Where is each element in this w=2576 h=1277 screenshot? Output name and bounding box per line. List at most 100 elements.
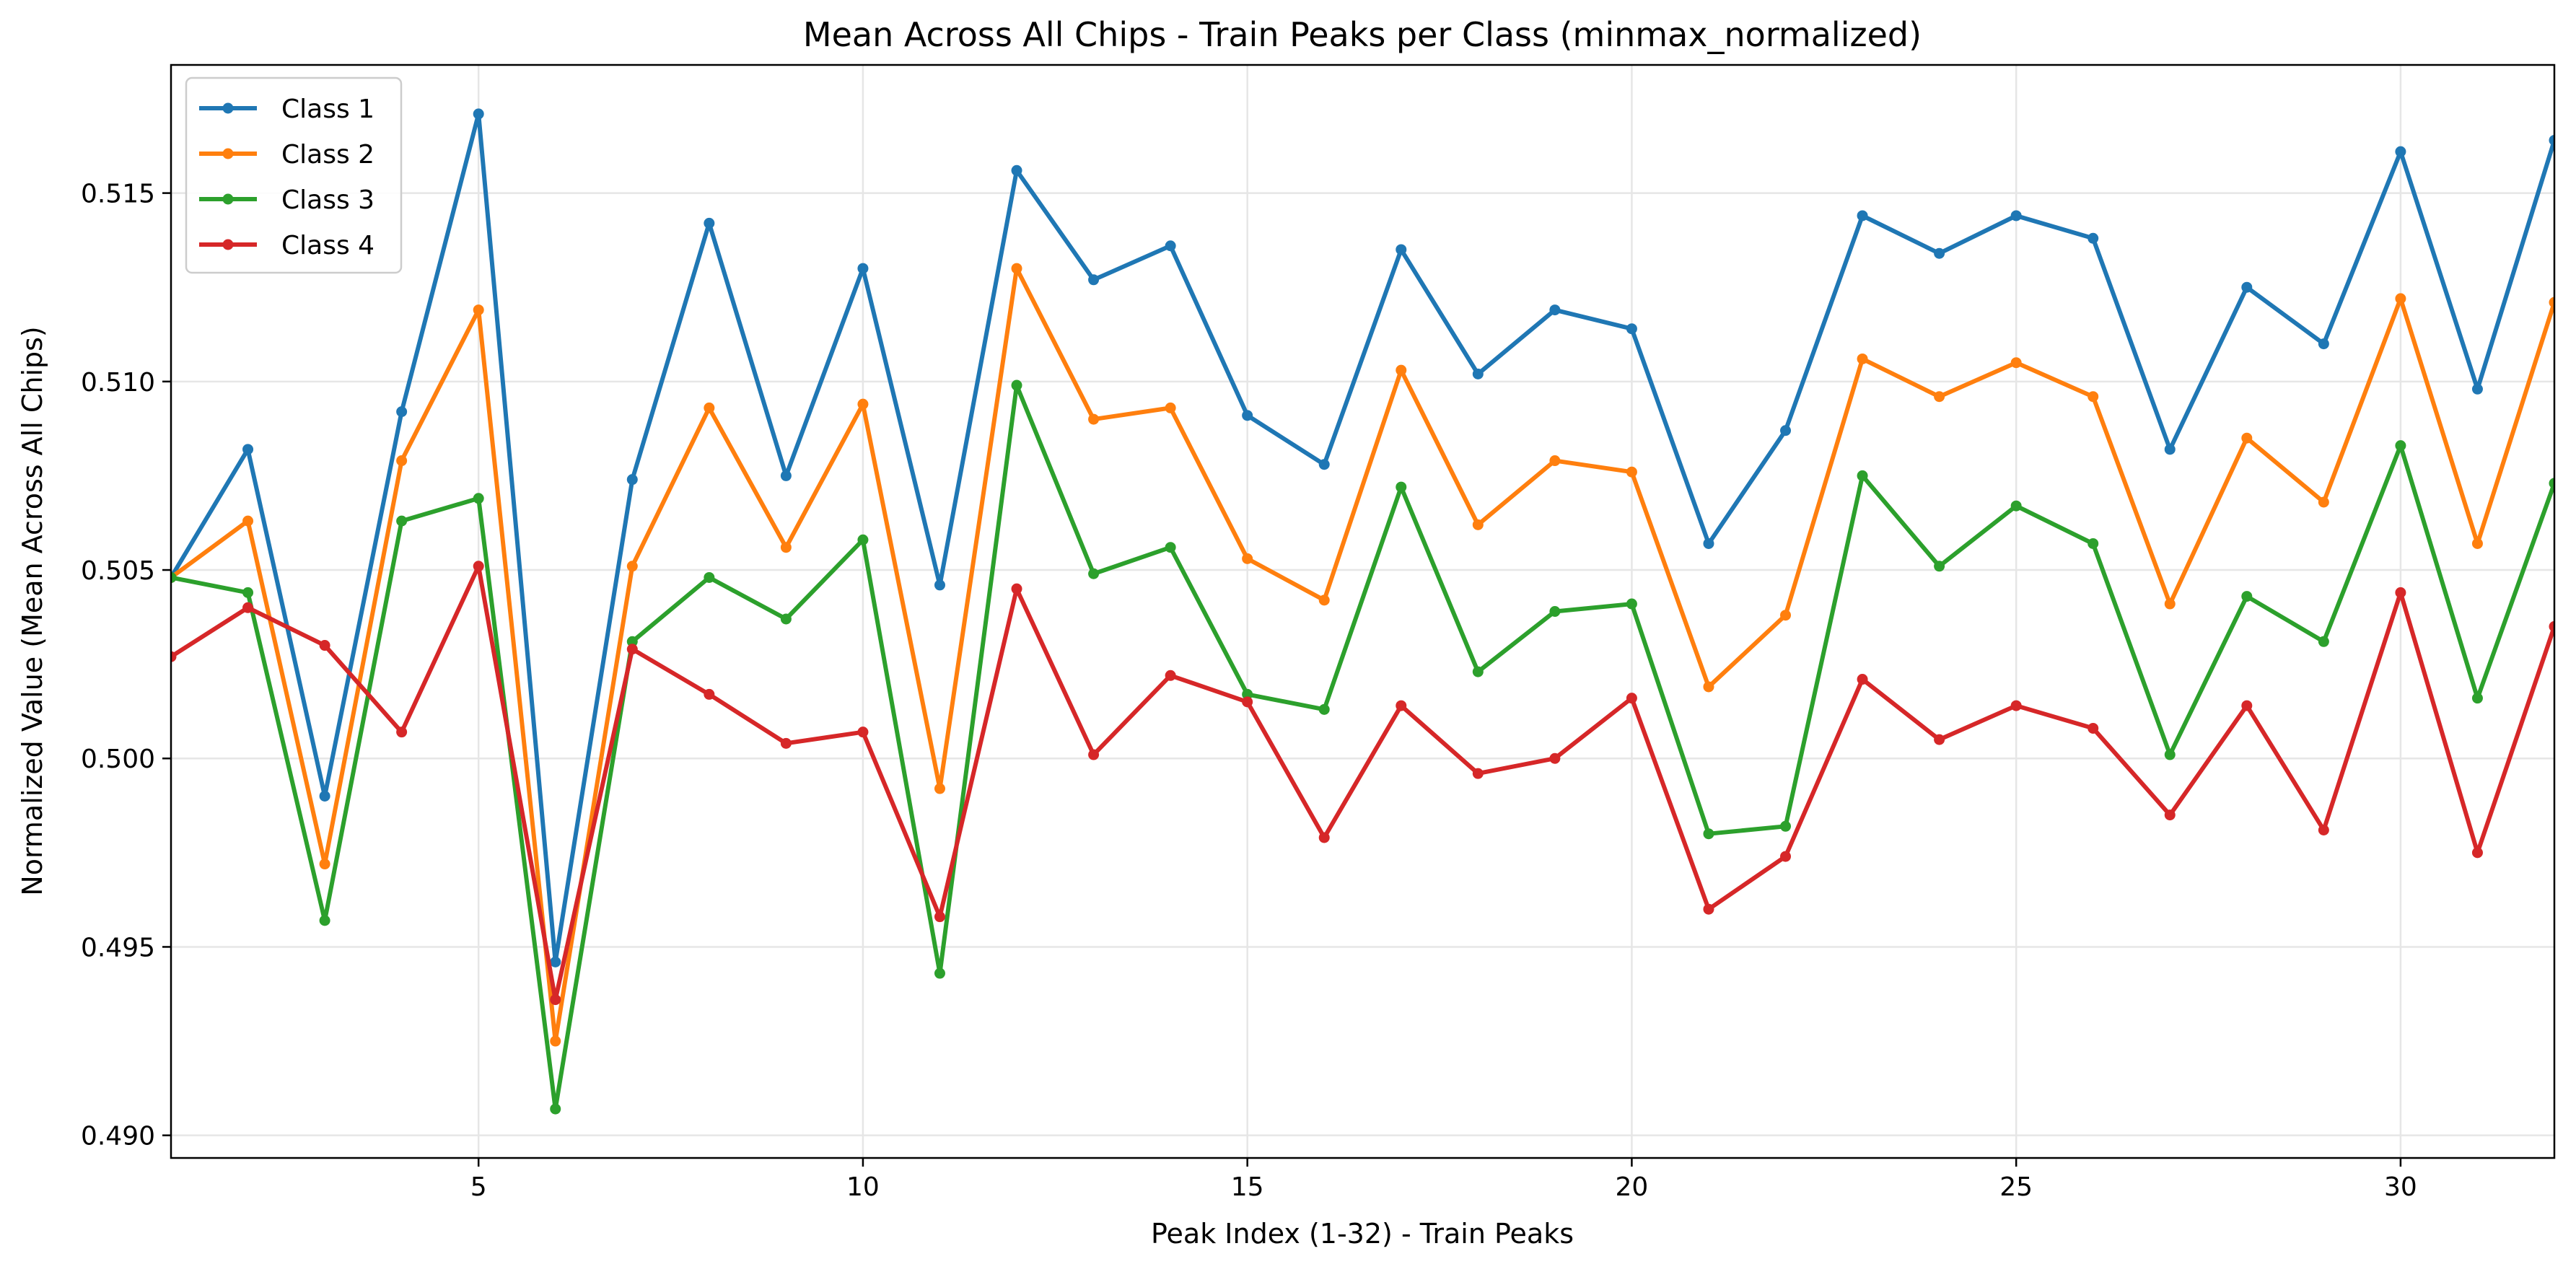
data-point [319, 640, 330, 651]
data-point [1242, 553, 1253, 564]
data-point [1626, 693, 1637, 704]
data-point [1934, 247, 1945, 259]
data-point [704, 571, 715, 583]
data-point [1242, 696, 1253, 708]
data-point [2010, 500, 2022, 512]
x-axis-label: Peak Index (1-32) - Train Peaks [1151, 1218, 1574, 1250]
data-point [242, 515, 254, 527]
series-class-2 [171, 263, 2554, 1047]
data-point [1549, 304, 1561, 316]
data-point [1088, 568, 1100, 579]
data-point [857, 534, 869, 545]
data-point [626, 636, 638, 647]
data-point [1549, 455, 1561, 467]
data-point [934, 579, 945, 591]
data-point [1318, 459, 1330, 470]
data-point [2164, 444, 2176, 455]
data-point [1857, 353, 1868, 364]
data-point [473, 108, 484, 120]
data-point [1011, 379, 1022, 391]
data-point [2164, 809, 2176, 821]
x-tick-label: 10 [846, 1172, 880, 1202]
data-point [1857, 210, 1868, 221]
data-point [1549, 752, 1561, 764]
data-point [1242, 688, 1253, 700]
data-point [1396, 244, 1407, 255]
legend-label: Class 3 [281, 185, 374, 215]
data-point [1396, 364, 1407, 376]
data-point [1780, 610, 1792, 621]
data-point [473, 304, 484, 316]
data-point [550, 956, 561, 967]
series-class-1 [171, 108, 2554, 967]
axis-ticks: 5 10 15 20 25 30 0.490 0.495 0.500 0.505 0.510 0.51… [81, 180, 2417, 1202]
data-point [242, 444, 254, 455]
data-point [2087, 537, 2099, 549]
data-point [2471, 383, 2483, 395]
data-point [704, 402, 715, 413]
series-line [171, 111, 2554, 965]
data-point [1242, 410, 1253, 421]
data-point [1088, 749, 1100, 760]
data-point [2318, 338, 2329, 350]
data-point [2549, 297, 2554, 308]
data-point [2241, 700, 2253, 711]
data-point [1703, 828, 1714, 840]
data-point [857, 727, 869, 738]
y-tick-label: 0.490 [81, 1122, 155, 1151]
y-tick-label: 0.510 [81, 368, 155, 398]
data-point [473, 493, 484, 504]
legend-items: Class 1 Class 2 Class 3 Class 4 [199, 95, 374, 260]
x-tick-label: 15 [1231, 1172, 1264, 1202]
data-point [2087, 391, 2099, 403]
data-point [2318, 496, 2329, 508]
data-point [396, 727, 408, 738]
plot-frame [170, 63, 2556, 1159]
data-point [2241, 432, 2253, 444]
data-point [1934, 561, 1945, 572]
data-point [2241, 591, 2253, 602]
data-point [704, 217, 715, 229]
legend-item: Class 2 [199, 140, 374, 170]
data-point [2164, 598, 2176, 610]
data-point [473, 561, 484, 572]
data-point [2395, 146, 2406, 157]
series-line [171, 266, 2554, 1044]
data-point [396, 515, 408, 527]
data-point [2471, 847, 2483, 859]
data-point [857, 263, 869, 274]
data-point [1011, 263, 1022, 274]
data-point [242, 587, 254, 598]
data-point [780, 470, 792, 481]
data-point [319, 859, 330, 870]
data-point [1626, 466, 1637, 478]
data-point [319, 915, 330, 926]
data-point [2010, 700, 2022, 711]
data-point [2164, 749, 2176, 760]
x-tick-label: 5 [470, 1172, 487, 1202]
data-point [626, 644, 638, 655]
data-point [1934, 734, 1945, 745]
data-point [1396, 481, 1407, 493]
data-point [1472, 519, 1484, 530]
data-point [2318, 825, 2329, 835]
data-point [1318, 594, 1330, 606]
data-point [1396, 700, 1407, 711]
y-tick-label: 0.500 [81, 745, 155, 774]
data-point [1165, 240, 1176, 252]
y-tick-label: 0.495 [81, 933, 155, 962]
legend: Class 1 Class 2 Class 3 Class 4 [185, 76, 403, 274]
data-point [780, 737, 792, 749]
legend-item: Class 1 [199, 95, 374, 124]
data-point [242, 602, 254, 613]
data-point [1780, 425, 1792, 436]
data-point [171, 571, 177, 583]
data-point [2395, 440, 2406, 452]
legend-swatch-marker [222, 239, 234, 250]
data-point [1165, 402, 1176, 413]
legend-item: Class 4 [199, 231, 374, 260]
data-point [626, 474, 638, 486]
data-point [626, 561, 638, 572]
data-point [1549, 606, 1561, 617]
